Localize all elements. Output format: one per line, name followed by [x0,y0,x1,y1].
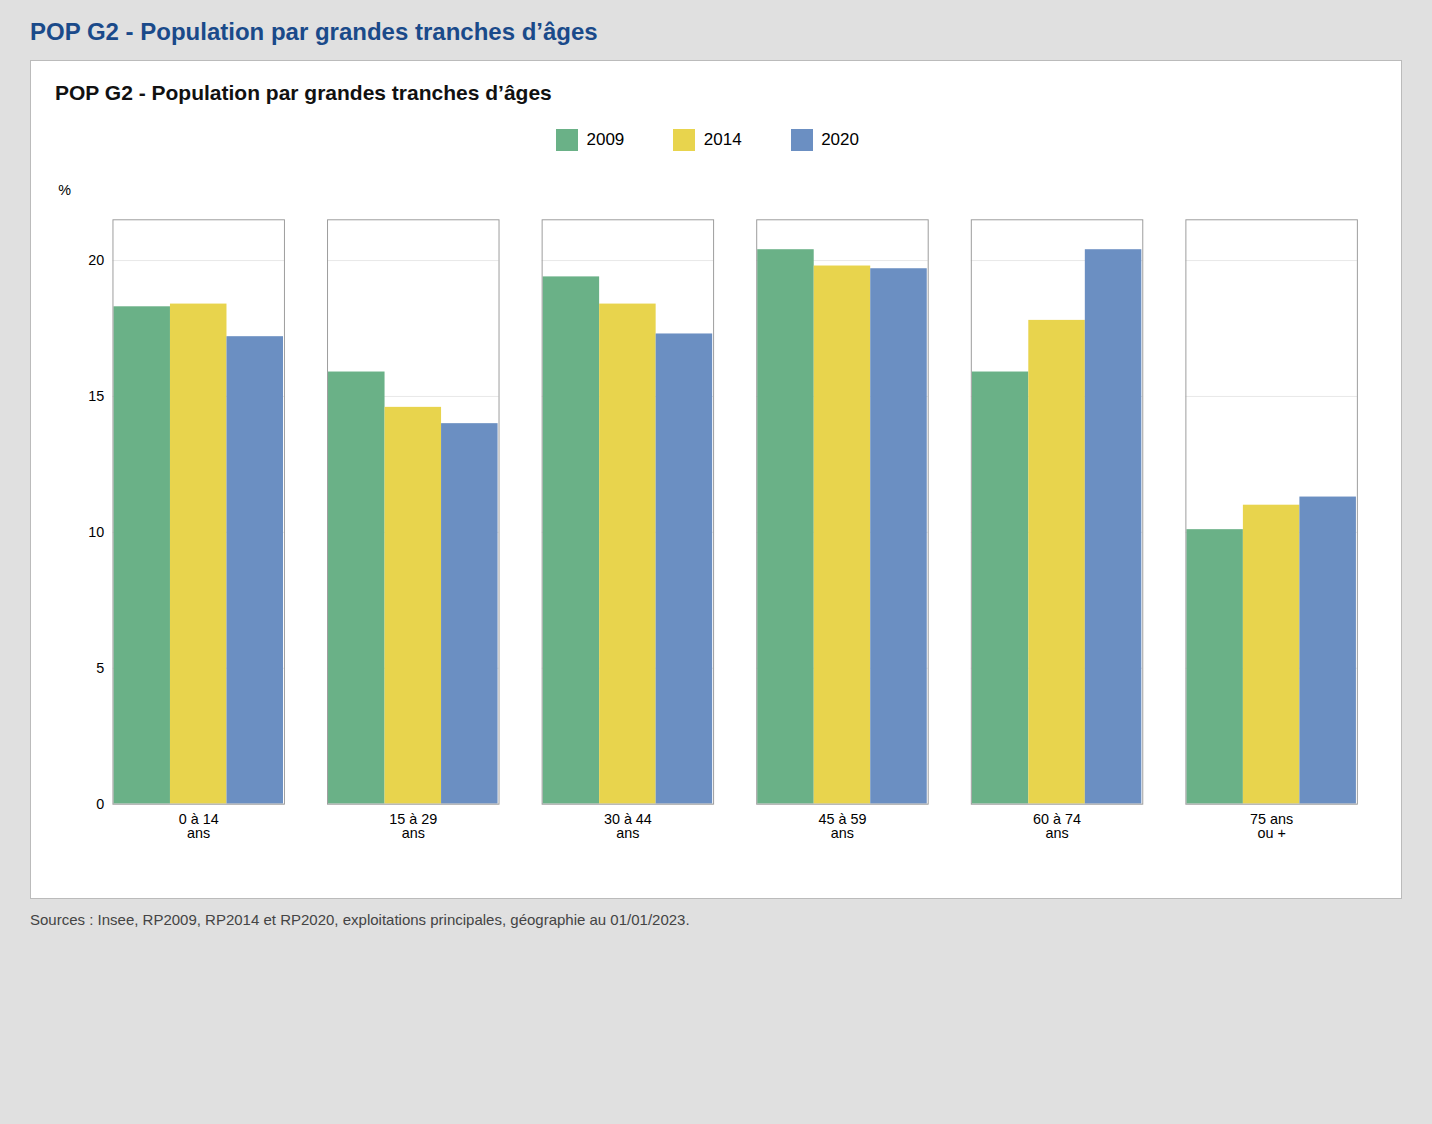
svg-text:15: 15 [88,388,104,404]
svg-text:45 à 59ans: 45 à 59ans [818,810,866,840]
svg-text:30 à 44ans: 30 à 44ans [604,810,652,840]
html-text:2009: 2009 [586,129,625,149]
html-text:2020: 2020 [821,129,859,149]
svg-text:%: % [58,181,71,197]
svg-text:10: 10 [88,523,104,539]
svg-text:75 ansou +: 75 ansou + [1250,810,1293,840]
html-text:2014: 2014 [703,129,742,149]
html-text:POP G2 - Population par grande: POP G2 - Population par grandes tranches… [30,18,598,45]
svg-text:5: 5 [96,659,104,675]
html-text:POP G2 - Population par grande: POP G2 - Population par grandes tranches… [55,81,552,104]
svg-text:15 à 29ans: 15 à 29ans [389,810,437,840]
svg-text:20: 20 [88,252,104,268]
svg-text:60 à 74ans: 60 à 74ans [1033,810,1081,840]
html-text:Sources : Insee, RP2009, RP201: Sources : Insee, RP2009, RP2014 et RP202… [30,911,690,929]
svg-text:0: 0 [96,795,104,811]
svg-text:0 à 14ans: 0 à 14ans [179,810,219,840]
